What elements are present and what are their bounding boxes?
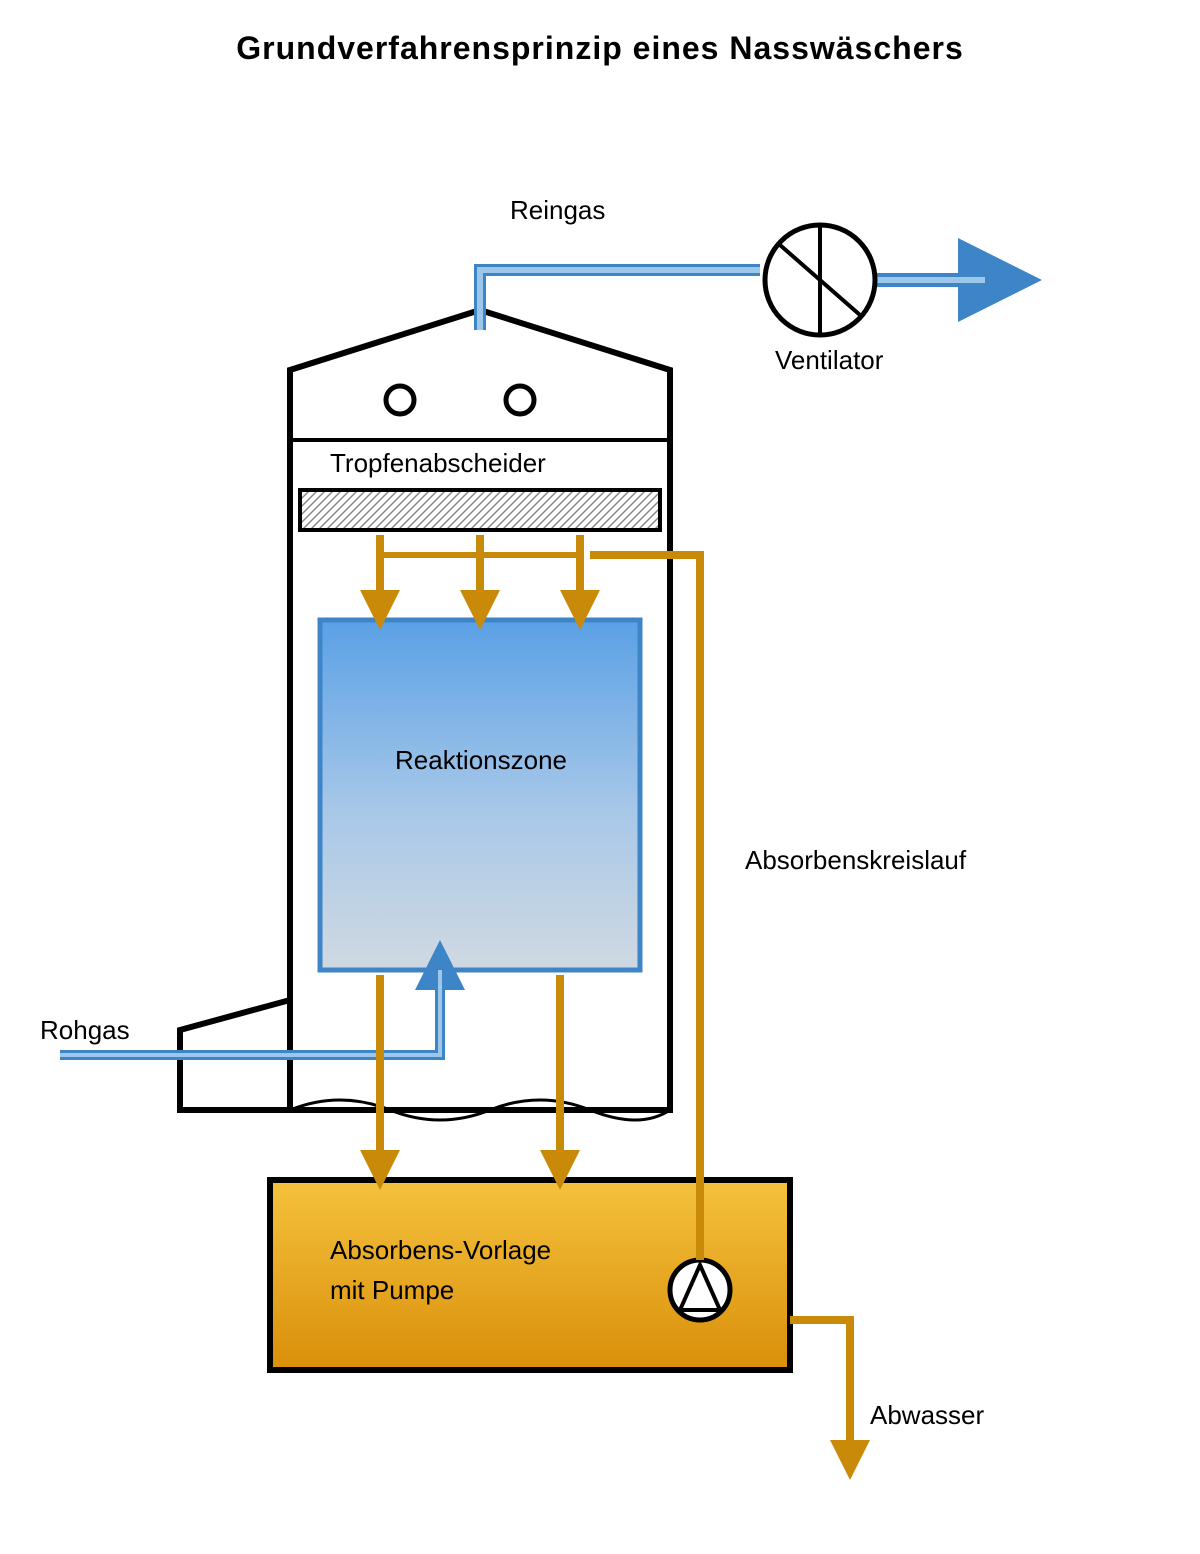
mist-eliminator <box>300 490 660 530</box>
label-absorbens-vorlage-1: Absorbens-Vorlage <box>330 1235 551 1266</box>
label-tropfenabscheider: Tropfenabscheider <box>330 448 546 479</box>
spray-arrows <box>380 535 580 610</box>
fan-icon <box>765 225 875 335</box>
label-abwasser: Abwasser <box>870 1400 984 1431</box>
label-absorbenskreislauf: Absorbenskreislauf <box>745 845 966 876</box>
wastewater-drain <box>790 1320 850 1460</box>
diagram-canvas: Grundverfahrensprinzip eines Nasswäscher… <box>0 0 1200 1554</box>
label-reaktionszone: Reaktionszone <box>395 745 567 776</box>
label-rohgas: Rohgas <box>40 1015 130 1046</box>
diagram-title: Grundverfahrensprinzip eines Nasswäscher… <box>0 30 1200 67</box>
label-reingas: Reingas <box>510 195 605 226</box>
label-absorbens-vorlage-2: mit Pumpe <box>330 1275 454 1306</box>
reaction-zone <box>320 620 640 970</box>
diagram-svg <box>0 0 1200 1554</box>
drain-arrows <box>380 975 560 1170</box>
label-ventilator: Ventilator <box>775 345 883 376</box>
clean-gas-pipe <box>480 270 1000 330</box>
